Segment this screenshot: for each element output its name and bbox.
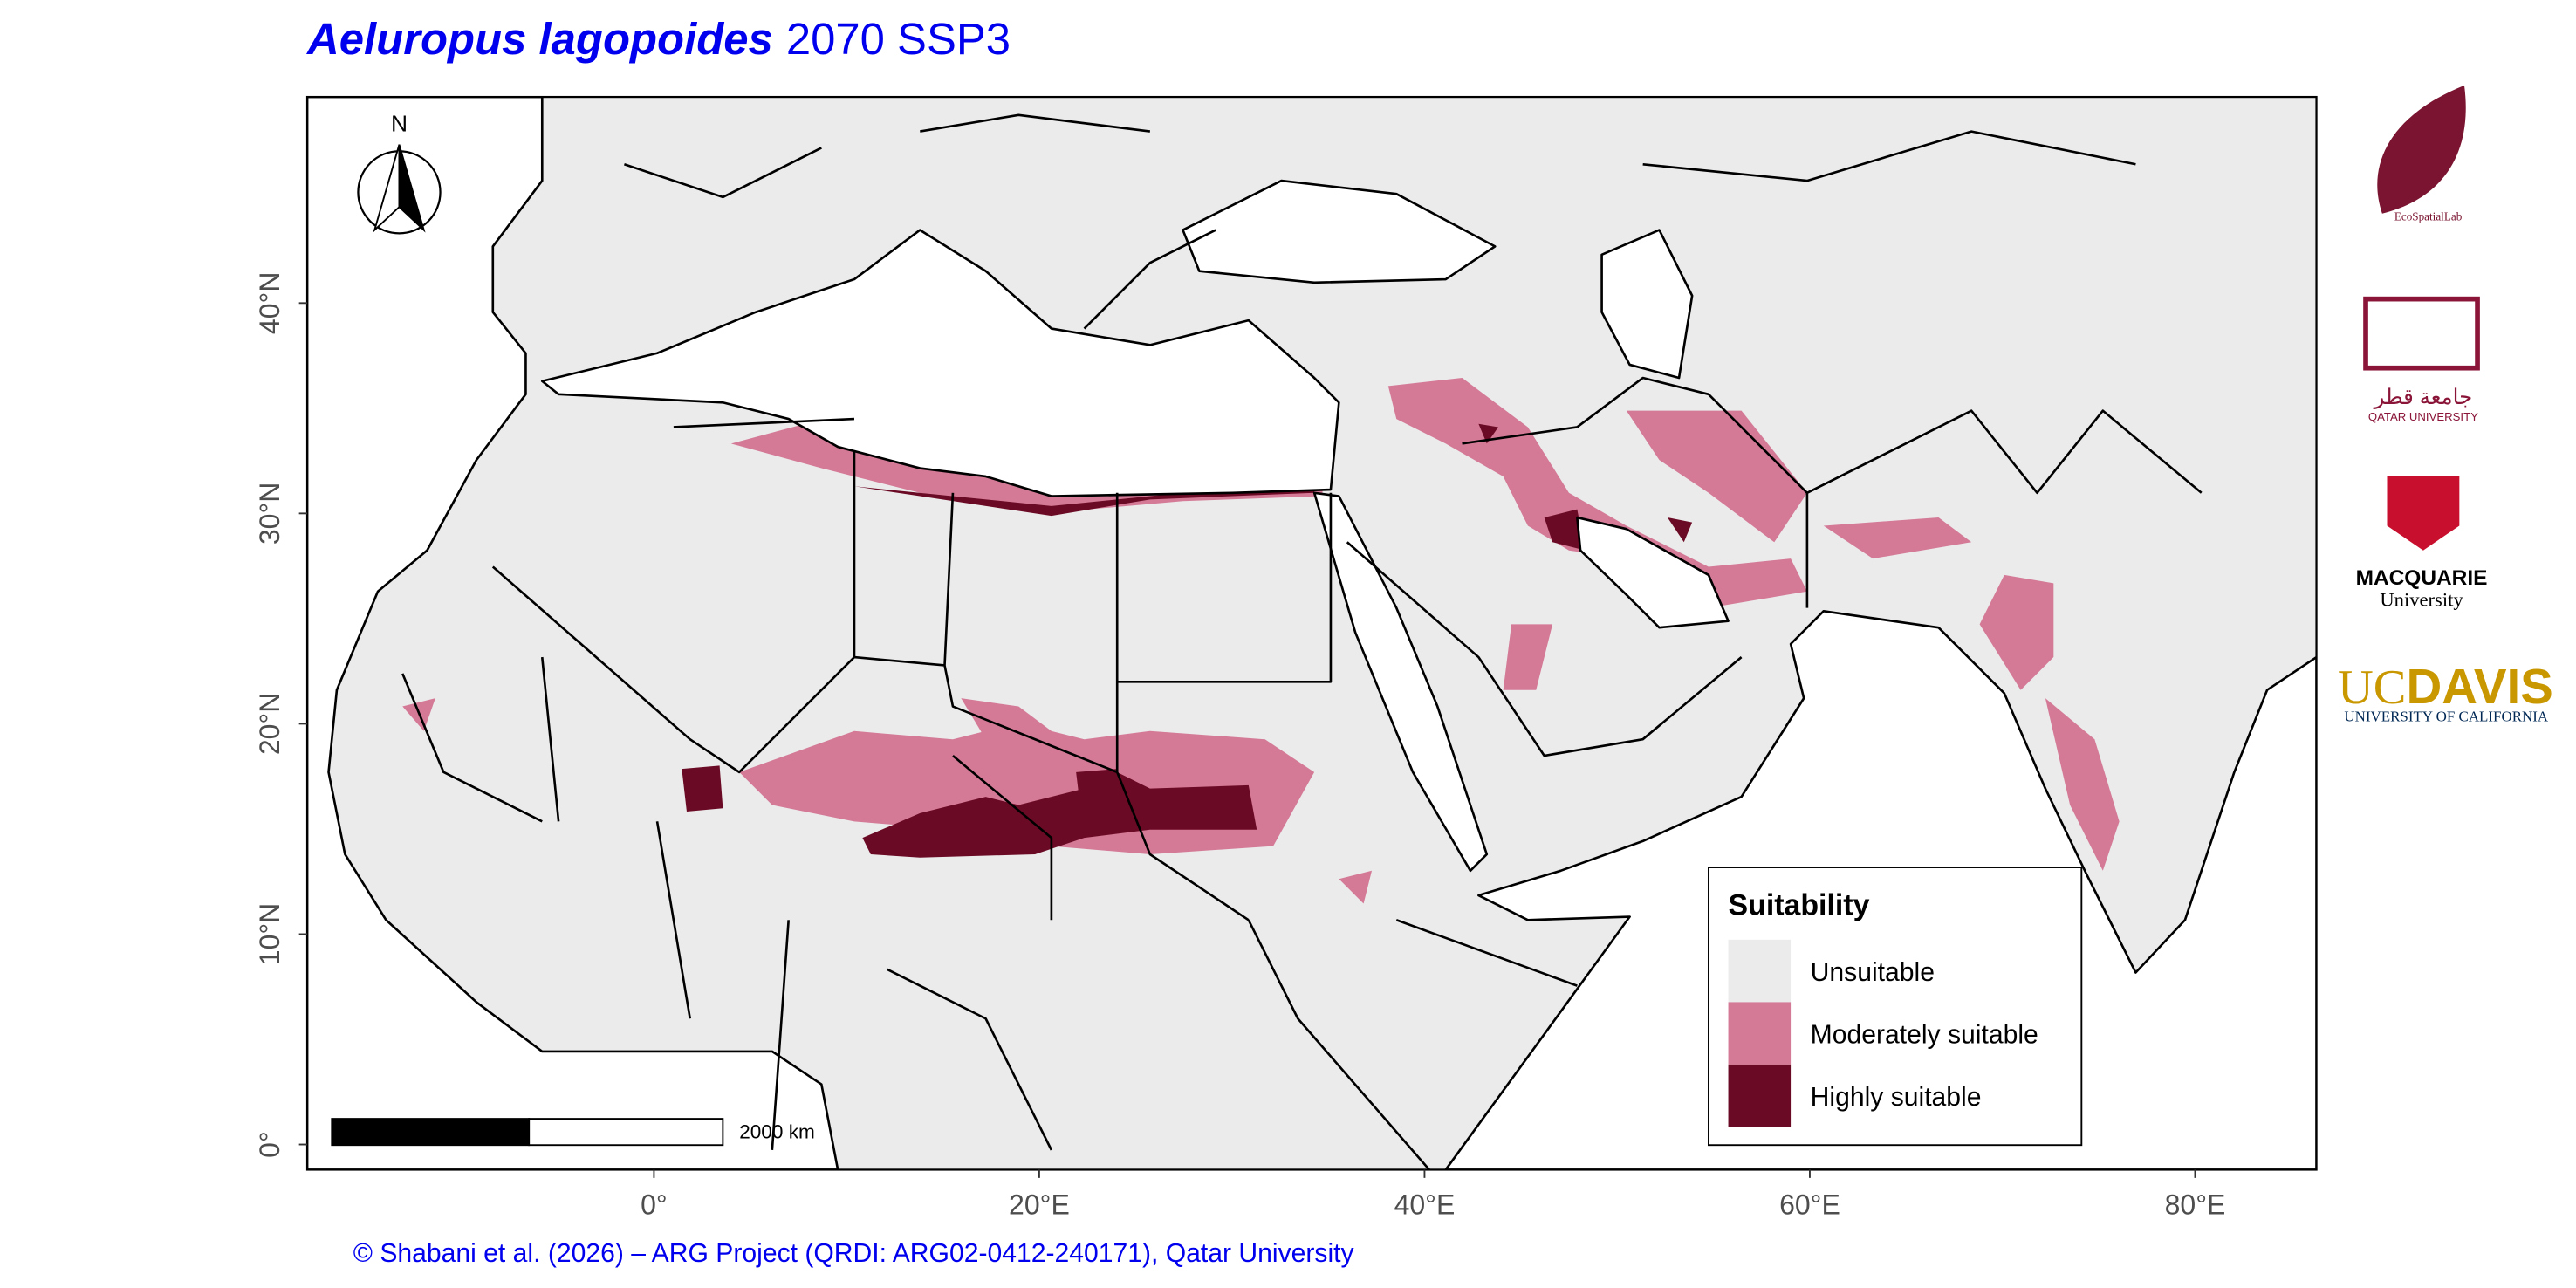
- x-tick-label: 60°E: [1779, 1189, 1840, 1220]
- legend-label: Moderately suitable: [1811, 1020, 2038, 1049]
- y-tick-label: 0°: [254, 1131, 285, 1158]
- ecospatial-leaf: [2377, 85, 2466, 214]
- macquarie-shield: [2387, 476, 2460, 551]
- x-tick-label: 40°E: [1394, 1189, 1456, 1220]
- y-tick-label: 20°N: [254, 693, 285, 756]
- legend-swatch: [1728, 939, 1792, 1003]
- country-borders: [401, 130, 2203, 1170]
- axes: 0° 20°E 40°E 60°E 80°E 0° 10°N 20°N 30°N 40°N: [254, 272, 2225, 1221]
- ucdavis-text: UCDAVIS: [2338, 659, 2553, 715]
- north-label: N: [391, 111, 408, 137]
- title-rest: 2070 SSP3: [786, 14, 1011, 64]
- country-borders: [623, 113, 1216, 330]
- map-area: [307, 97, 2317, 1170]
- ucdavis-davis: DAVIS: [2406, 659, 2552, 714]
- north-arrow: N: [357, 111, 442, 235]
- qu-arabic: جامعة قطر: [2374, 386, 2473, 409]
- atlantic-ocean: [307, 97, 839, 1170]
- moderate-region: [961, 698, 1052, 740]
- ucdavis-sub: UNIVERSITY OF CALIFORNIA: [2344, 708, 2548, 724]
- high-region: [1076, 769, 1118, 813]
- mediterranean-sea: [540, 229, 1340, 497]
- y-tick-label: 10°N: [254, 903, 285, 966]
- moderate-region: [1387, 378, 1807, 608]
- moderate-region: [1626, 410, 1807, 543]
- qu-english: QATAR UNIVERSITY: [2368, 410, 2478, 423]
- high-region: [862, 771, 1257, 858]
- moderate-region: [2045, 698, 2120, 871]
- moderate-region: [1823, 517, 1972, 559]
- persian-gulf: [1576, 516, 1730, 629]
- y-tick-label: 40°N: [254, 272, 285, 334]
- macquarie-sub: University: [2380, 589, 2463, 611]
- scale-bar: 2000 km: [331, 1118, 815, 1147]
- legend-label: Unsuitable: [1811, 958, 1935, 987]
- high-region: [682, 765, 723, 812]
- black-sea: [1182, 179, 1497, 284]
- y-tick-label: 30°N: [254, 483, 285, 545]
- credit: © Shabani et al. (2026) – ARG Project (Q…: [353, 1239, 1354, 1268]
- suitability-regions: [402, 378, 2120, 904]
- x-tick-label: 0°: [641, 1189, 668, 1220]
- legend-swatch: [1728, 1002, 1792, 1065]
- north-arrow-right: [398, 144, 426, 233]
- x-tick-label: 80°E: [2165, 1189, 2226, 1220]
- legend-title: Suitability: [1729, 889, 1870, 922]
- macquarie-text: MACQUARIE: [2356, 566, 2488, 590]
- scale-bar-black: [331, 1118, 531, 1147]
- x-tick-label: 20°E: [1009, 1189, 1070, 1220]
- map-frame: [305, 95, 2318, 1171]
- qu-building: [2363, 296, 2480, 371]
- legend: Suitability Unsuitable Moderately suitabl…: [1708, 867, 2083, 1147]
- logos: EcoSpatialLab جامعة قطر QATAR UNIVERSITY…: [2338, 85, 2553, 724]
- legend-swatch: [1728, 1064, 1792, 1127]
- title-species: Aeluropus lagopoides: [305, 14, 773, 64]
- scale-bar-white: [528, 1118, 724, 1147]
- caspian-sea: [1600, 229, 1694, 380]
- moderate-region: [1979, 574, 2054, 690]
- red-sea: [1312, 491, 1489, 873]
- ucdavis-uc: UC: [2338, 661, 2406, 715]
- ecospatial-text: EcoSpatialLab: [2394, 209, 2463, 223]
- scale-bar-label: 2000 km: [739, 1121, 815, 1143]
- legend-label: Highly suitable: [1811, 1083, 1982, 1112]
- title: Aeluropus lagopoides 2070 SSP3: [305, 14, 1011, 64]
